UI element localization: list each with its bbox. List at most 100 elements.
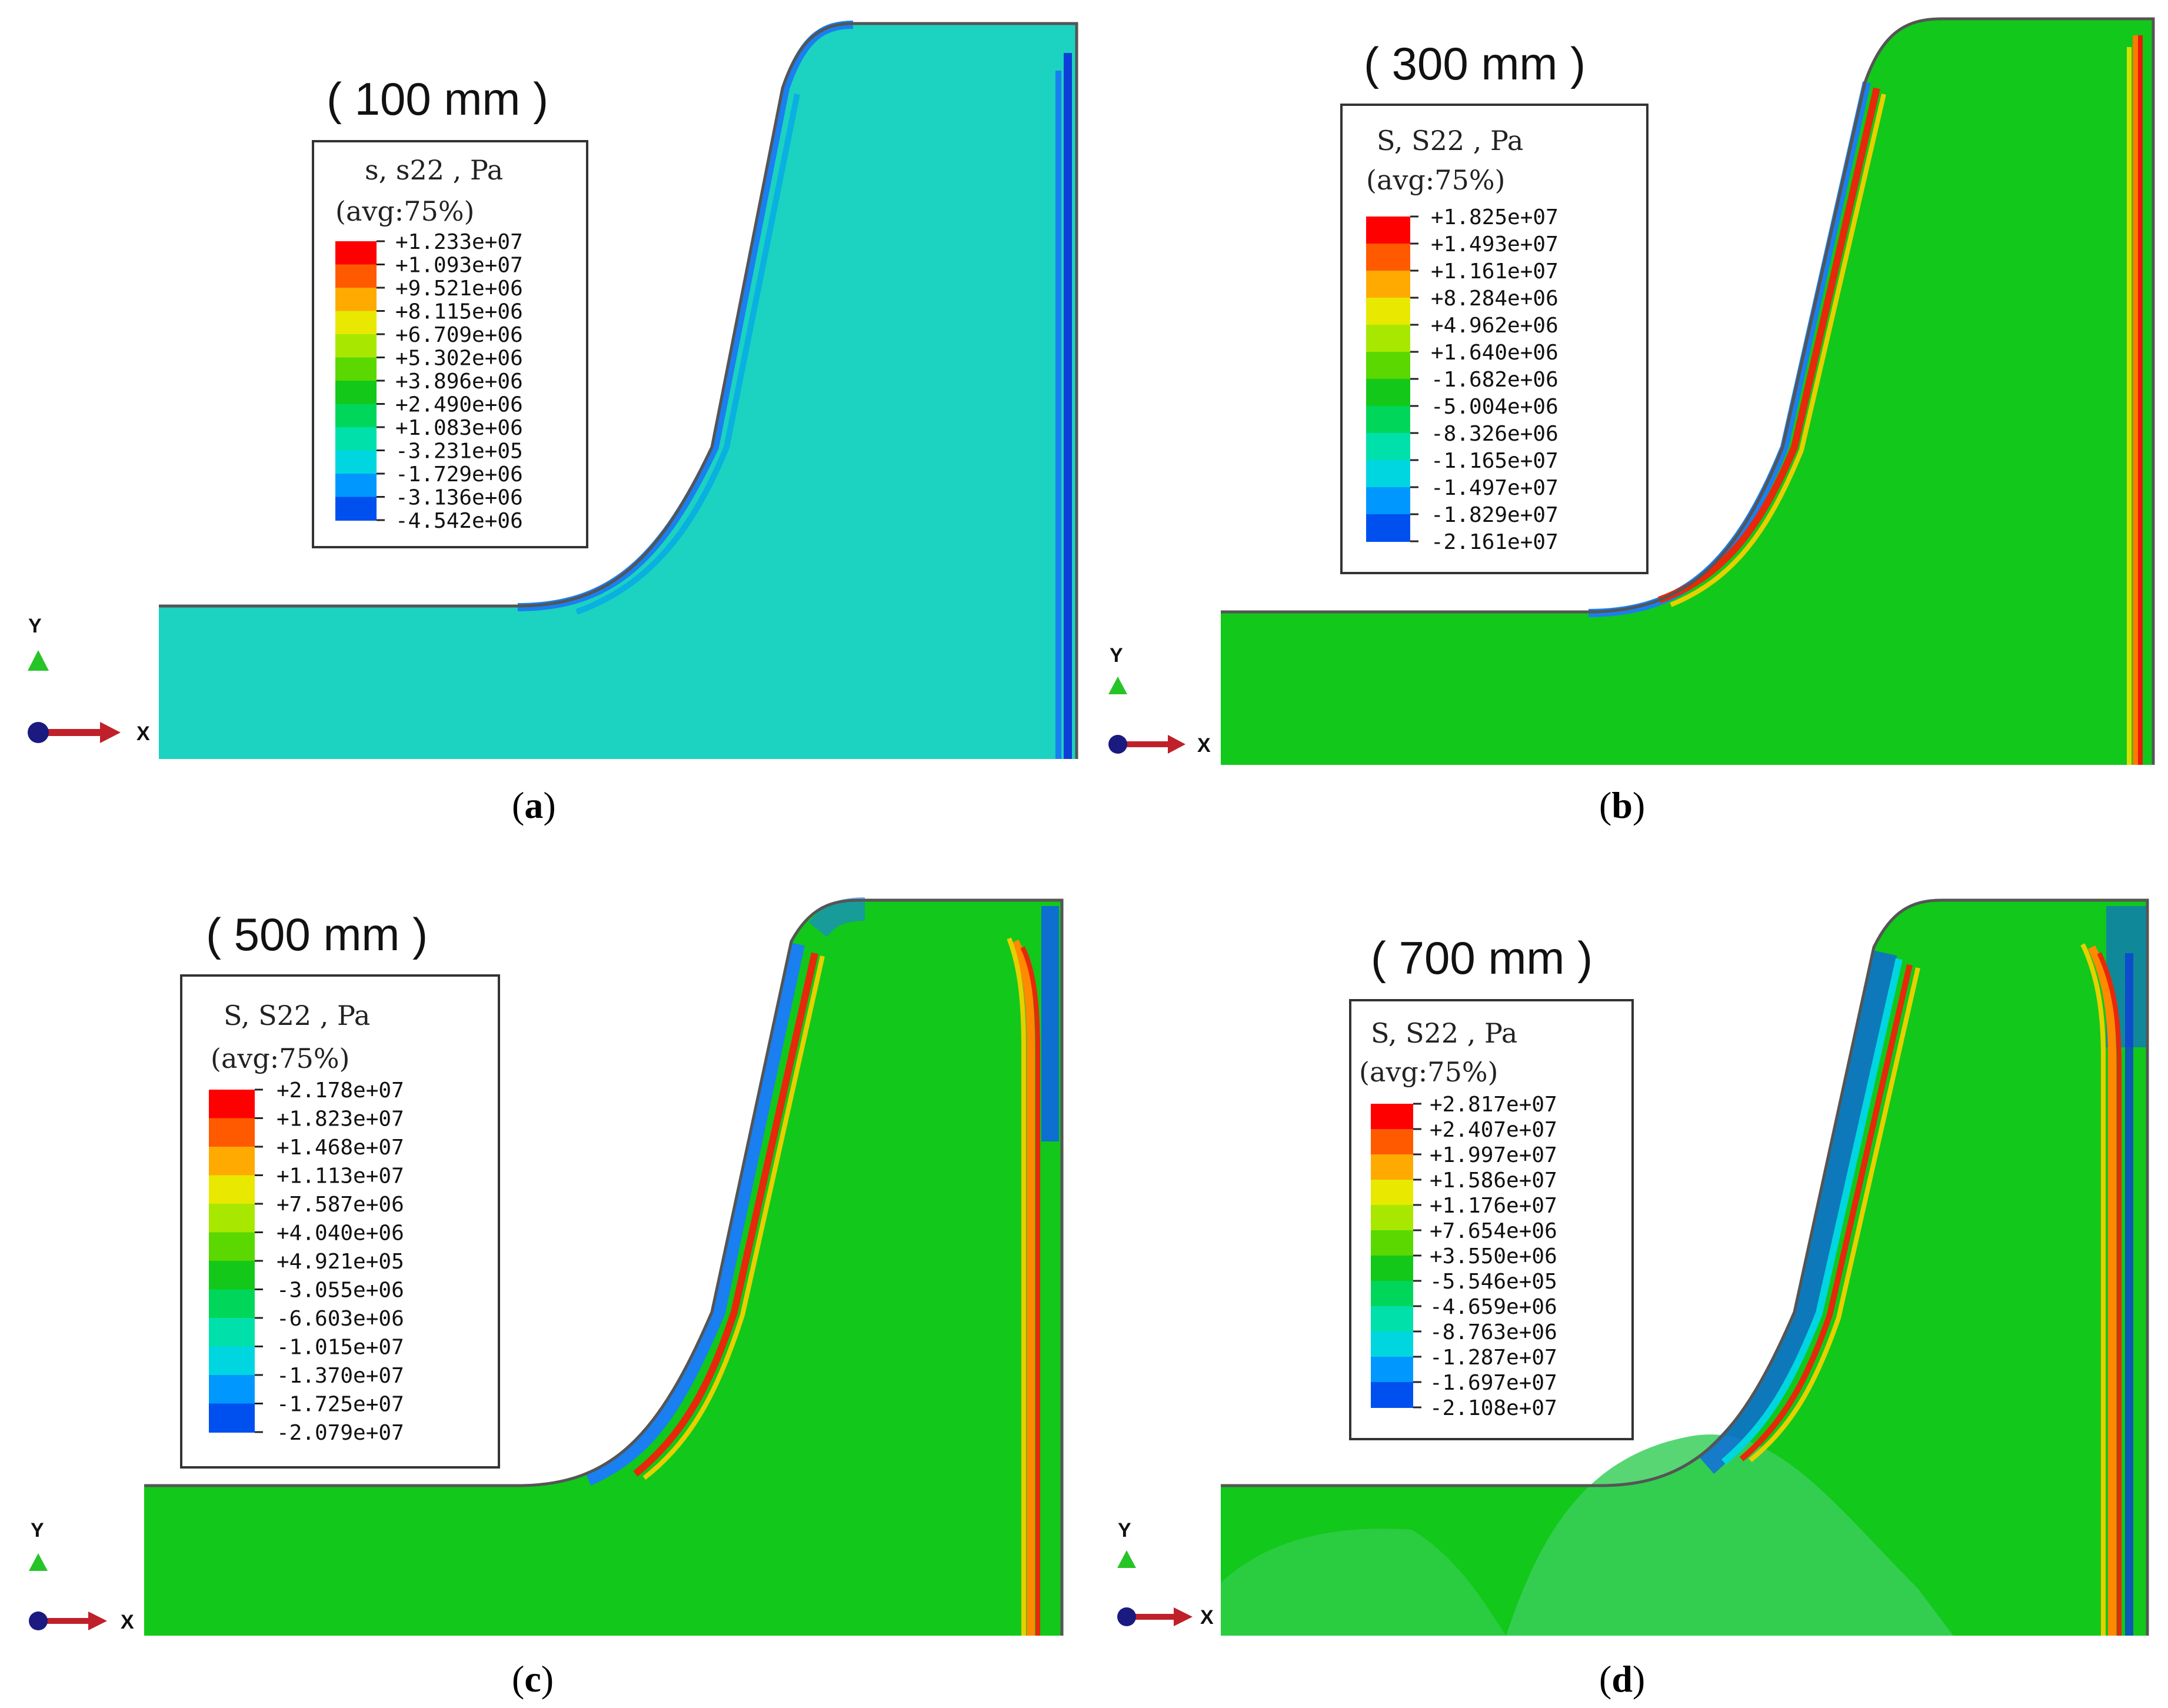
panel-d-legend-band	[1371, 1129, 1413, 1155]
panel-a-legend: s, s22 , Pa (avg:75%) +1.233e+07+1.093e+…	[312, 140, 588, 548]
panel-a-legend-value: +1.233e+07	[395, 230, 523, 254]
panel-d-right-band-orange	[2087, 945, 2116, 1636]
panel-d-right-band-yellow	[2080, 943, 2106, 1636]
panel-b-legend-value: +1.493e+07	[1431, 232, 1558, 257]
panel-a-legend-value: -3.136e+06	[395, 486, 523, 510]
panel-c-legend-value: +4.040e+06	[277, 1221, 404, 1246]
panel-d-outline	[1221, 898, 2149, 1636]
panel-d-legend-value: -1.287e+07	[1430, 1346, 1557, 1370]
panel-d-legend-band	[1371, 1281, 1413, 1307]
panel-a-right-edge-band2	[1055, 71, 1061, 759]
panel-b: ( 300 mm ) S, S22 , Pa (avg:75%) +1.825e…	[1108, 17, 2155, 826]
panel-c-legend-band	[209, 1346, 255, 1376]
panel-b-legend-value: -1.682e+06	[1431, 368, 1558, 392]
panel-d-legend-band	[1371, 1230, 1413, 1256]
panel-c-legend-band	[209, 1232, 255, 1261]
panel-a-legend-band	[335, 404, 377, 428]
panel-b-x-label: X	[1197, 734, 1211, 757]
panel-c-legend-band	[209, 1261, 255, 1290]
panel-d-legend-band	[1371, 1331, 1413, 1357]
panel-b-legend-value: -5.004e+06	[1431, 395, 1558, 419]
panel-b-legend-value: +1.825e+07	[1431, 205, 1558, 229]
panel-a-legend-value: -3.231e+05	[395, 440, 523, 464]
panel-b-legend-band	[1366, 244, 1410, 271]
panel-c-right-band-blue	[1041, 906, 1059, 1141]
panel-c-legend-value: +7.587e+06	[277, 1193, 404, 1217]
panel-a-right-edge-band	[1064, 53, 1072, 759]
panel-d-legend-value: -8.763e+06	[1430, 1320, 1557, 1344]
panel-a-legend-value: +1.083e+06	[395, 416, 523, 440]
panel-b-body	[1221, 19, 2153, 765]
panel-b-outline	[1221, 17, 2155, 765]
panel-b-legend-value: -8.326e+06	[1431, 422, 1558, 446]
panel-c-legend-scale: +2.178e+07 +1.823e+07 +1.468e+07 +1.113e+07…	[209, 1078, 404, 1445]
panel-b-legend-value: -1.165e+07	[1431, 449, 1558, 473]
panel-d-legend-value: -1.697e+07	[1430, 1371, 1557, 1395]
panel-d-legend-band	[1371, 1180, 1413, 1206]
panel-c-body	[144, 900, 1062, 1636]
panel-c-legend-value: -1.015e+07	[277, 1336, 404, 1360]
panel-d: ( 700 mm ) S, S22 , Pa (avg:75%) +2.817e…	[1117, 898, 2149, 1700]
panel-c-caption: (c)	[512, 1658, 554, 1700]
panel-a-slope-band-inner	[575, 94, 800, 615]
panel-c-legend-band	[209, 1289, 255, 1319]
panel-d-legend-scale: +2.817e+07+2.407e+07+1.997e+07+1.586e+07…	[1371, 1093, 1557, 1420]
panel-b-legend-value: +4.962e+06	[1431, 314, 1558, 338]
panel-d-y-label: Y	[1118, 1519, 1131, 1541]
panel-d-right-band-blue	[2125, 953, 2133, 1636]
panel-c-legend-band	[209, 1118, 255, 1147]
panel-b-legend-band	[1366, 514, 1410, 542]
panel-d-legend-value: +1.176e+07	[1430, 1194, 1557, 1218]
panel-d-lighter-zone2	[1221, 1529, 1506, 1636]
panel-c-legend-avg: (avg:75%)	[211, 1043, 350, 1074]
panel-a-legend-band	[335, 450, 377, 474]
panel-a: ( 100 mm ) s, s22 , Pa (avg:75%) +1.233e…	[28, 21, 1078, 826]
panel-b-right-band-yellow	[2127, 47, 2132, 765]
panel-d-caption: (d)	[1599, 1658, 1645, 1700]
panel-b-legend-band	[1366, 271, 1410, 298]
panel-b-legend-band	[1366, 352, 1410, 379]
panel-d-legend-title: S, S22 , Pa	[1371, 1017, 1517, 1049]
panel-b-x-arrowhead	[1168, 735, 1185, 754]
panel-b-legend-band	[1366, 217, 1410, 244]
panel-b-legend-value: +1.640e+06	[1431, 341, 1558, 365]
panel-a-legend-value: +2.490e+06	[395, 393, 523, 417]
panel-d-slope-red	[1739, 964, 1913, 1461]
panel-a-axis-origin	[28, 722, 49, 743]
panel-a-x-arrowhead	[100, 722, 121, 743]
panel-b-legend-band	[1366, 325, 1410, 352]
panel-a-legend-value: -1.729e+06	[395, 462, 523, 487]
panel-b-legend-band	[1366, 298, 1410, 325]
panel-d-legend-value: +2.407e+07	[1430, 1118, 1557, 1142]
panel-b-legend-band	[1366, 487, 1410, 515]
panel-d-legend-band	[1371, 1306, 1413, 1332]
panel-a-legend-value: +8.115e+06	[395, 300, 523, 324]
panel-d-legend-band	[1371, 1154, 1413, 1180]
panel-a-outline	[159, 22, 1078, 759]
panel-b-legend-value: -1.829e+07	[1431, 503, 1558, 527]
panel-d-y-arrowhead	[1117, 1550, 1136, 1568]
panel-d-legend-value: +1.997e+07	[1430, 1143, 1557, 1167]
panel-c: ( 500 mm ) S, S22 , Pa (avg:75%) +2.178e…	[29, 897, 1064, 1700]
panel-c-legend-band	[209, 1204, 255, 1233]
panel-c-legend: S, S22 , Pa (avg:75%) +2.178e+07 +1.823e+…	[180, 974, 500, 1469]
panel-a-legend-value: +3.896e+06	[395, 369, 523, 394]
panel-c-legend-value: -2.079e+07	[277, 1421, 404, 1445]
panel-b-legend-value: +1.161e+07	[1431, 259, 1558, 284]
panel-b-legend-scale: +1.825e+07 +1.493e+07+1.161e+07 +8.284e+06…	[1366, 205, 1558, 554]
panel-a-legend-avg: (avg:75%)	[335, 195, 475, 227]
panel-a-legend-value: +9.521e+06	[395, 277, 523, 301]
panel-a-legend-band	[335, 311, 377, 335]
panel-b-axis-triad: Y X	[1108, 644, 1211, 757]
panel-a-legend-band	[335, 497, 377, 521]
panel-d-legend-value: +3.550e+06	[1430, 1244, 1557, 1268]
panel-a-legend-value: +5.302e+06	[395, 347, 523, 371]
panel-a-legend-band	[335, 357, 377, 381]
panel-c-slope-red	[633, 952, 818, 1477]
panel-d-legend-band	[1371, 1205, 1413, 1231]
panel-c-legend-value: +1.468e+07	[277, 1136, 404, 1160]
panel-c-y-label: Y	[31, 1519, 44, 1541]
panel-c-outline	[144, 898, 1064, 1636]
panel-c-legend-value: -3.055e+06	[277, 1278, 404, 1303]
panel-a-y-arrowhead	[28, 650, 49, 671]
